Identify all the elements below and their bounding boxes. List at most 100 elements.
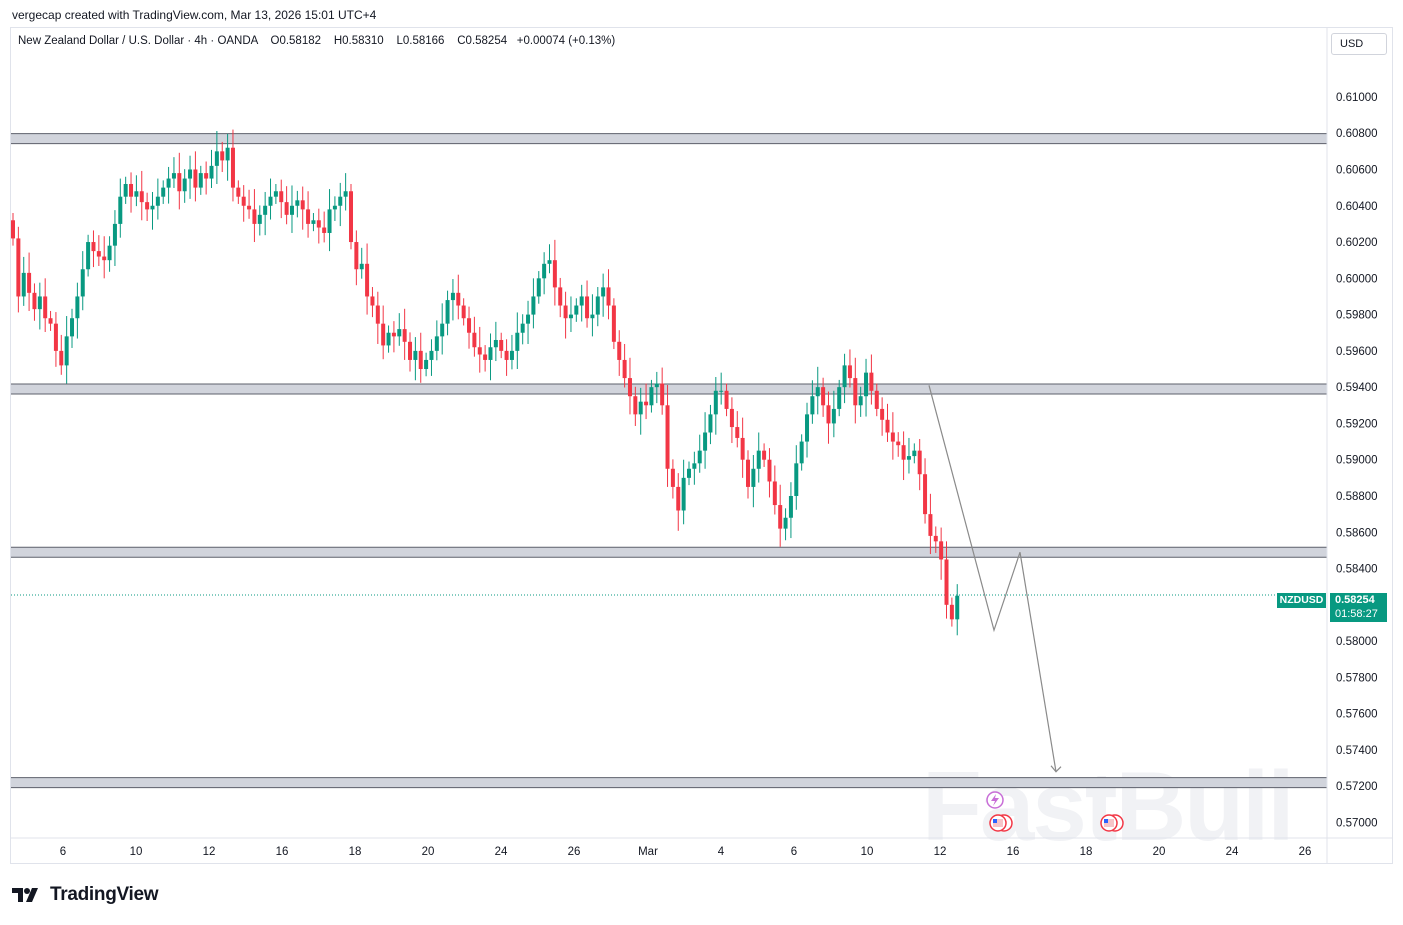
candle-up	[118, 178, 123, 238]
price-tick-label: 0.57600	[1336, 709, 1378, 721]
candle-up	[799, 434, 804, 471]
symbol-info-bar[interactable]: New Zealand Dollar / U.S. Dollar · 4h · …	[18, 35, 616, 47]
candle-body	[316, 220, 321, 228]
candle-body	[821, 387, 826, 406]
candle-body	[542, 263, 547, 279]
candle-body	[515, 332, 520, 351]
candle-body	[504, 350, 509, 360]
flag-stripes	[993, 819, 1003, 827]
candle-up	[520, 314, 525, 345]
symbol-name[interactable]: New Zealand Dollar / U.S. Dollar	[18, 35, 185, 47]
candle-body	[467, 318, 472, 333]
candle-up	[289, 185, 294, 233]
candle-body	[214, 151, 219, 166]
price-tick-label: 0.58600	[1336, 527, 1378, 539]
candle-up	[257, 205, 262, 236]
candle-up	[311, 213, 316, 232]
candle-up	[268, 178, 273, 220]
candle-body	[837, 387, 842, 409]
chart-frame	[10, 27, 1393, 864]
candle-down	[622, 343, 627, 388]
candle-body	[429, 350, 434, 360]
candle-up	[171, 157, 176, 188]
candle-down	[890, 412, 895, 460]
candle-body	[499, 339, 504, 351]
candle-down	[896, 432, 901, 457]
currency-button[interactable]: USD	[1331, 33, 1387, 55]
candle-down	[365, 243, 370, 315]
candle-down	[665, 384, 670, 487]
candle-body	[558, 287, 563, 306]
candle-body	[638, 401, 643, 415]
candle-down	[391, 321, 396, 353]
candle-down	[247, 189, 252, 219]
candle-body	[826, 405, 831, 424]
candle-up	[579, 284, 584, 322]
candle-body	[601, 287, 606, 297]
candle-body	[547, 260, 552, 264]
lightning-icon	[991, 794, 999, 806]
candle-up	[574, 298, 579, 322]
candle-up	[413, 337, 418, 381]
candle-down	[472, 316, 477, 357]
candle-up	[343, 173, 348, 211]
candle-body	[917, 450, 922, 475]
candle-body	[649, 387, 654, 406]
candle-down	[504, 339, 509, 376]
interval-label[interactable]: 4h	[194, 35, 208, 47]
candle-up	[751, 454, 756, 508]
candle-body	[633, 396, 638, 415]
candle-down	[375, 291, 380, 344]
candle-body	[134, 191, 139, 197]
candle-up	[70, 308, 75, 348]
candle-body	[279, 191, 284, 203]
candle-up	[440, 303, 445, 355]
candle-down	[917, 439, 922, 491]
candle-down	[627, 357, 632, 415]
candle-down	[767, 448, 772, 498]
candle-body	[37, 296, 42, 310]
tradingview-logo[interactable]: TradingView	[12, 884, 159, 906]
time-tick-label: 26	[568, 846, 581, 858]
candle-body	[450, 292, 455, 301]
time-tick-label: 10	[861, 846, 874, 858]
candle-down	[43, 278, 48, 333]
candle-body	[590, 314, 595, 319]
candle-body	[27, 272, 32, 293]
candle-down	[552, 239, 557, 306]
candle-up	[638, 387, 643, 435]
candle-down	[874, 383, 879, 417]
candle-down	[724, 383, 729, 417]
candle-body	[209, 165, 214, 179]
candle-up	[263, 191, 268, 236]
price-tick-label: 0.57200	[1336, 781, 1378, 793]
candle-body	[660, 383, 665, 406]
candle-up	[450, 279, 455, 321]
candle-up	[794, 445, 799, 510]
candle-down	[670, 459, 675, 499]
candle-body	[681, 477, 686, 511]
candle-body	[413, 350, 418, 360]
candle-down	[746, 450, 751, 499]
candle-body	[724, 390, 729, 409]
flag-canton	[993, 819, 997, 823]
candle-body	[107, 245, 112, 261]
candle-body	[686, 468, 691, 478]
candle-up	[214, 131, 219, 184]
candle-up	[397, 313, 402, 346]
candle-down	[370, 287, 375, 318]
candle-down	[606, 269, 611, 320]
candle-body	[912, 450, 917, 457]
price-tick-label: 0.59000	[1336, 455, 1378, 467]
candle-up	[810, 380, 815, 424]
time-tick-label: 20	[422, 846, 435, 858]
price-tick-label: 0.57800	[1336, 672, 1378, 684]
candle-up	[155, 178, 160, 220]
candle-body	[456, 292, 461, 306]
time-tick-label: 6	[60, 846, 66, 858]
candle-down	[778, 484, 783, 547]
candle-body	[853, 378, 858, 406]
candle-body	[670, 468, 675, 487]
candle-down	[826, 391, 831, 444]
